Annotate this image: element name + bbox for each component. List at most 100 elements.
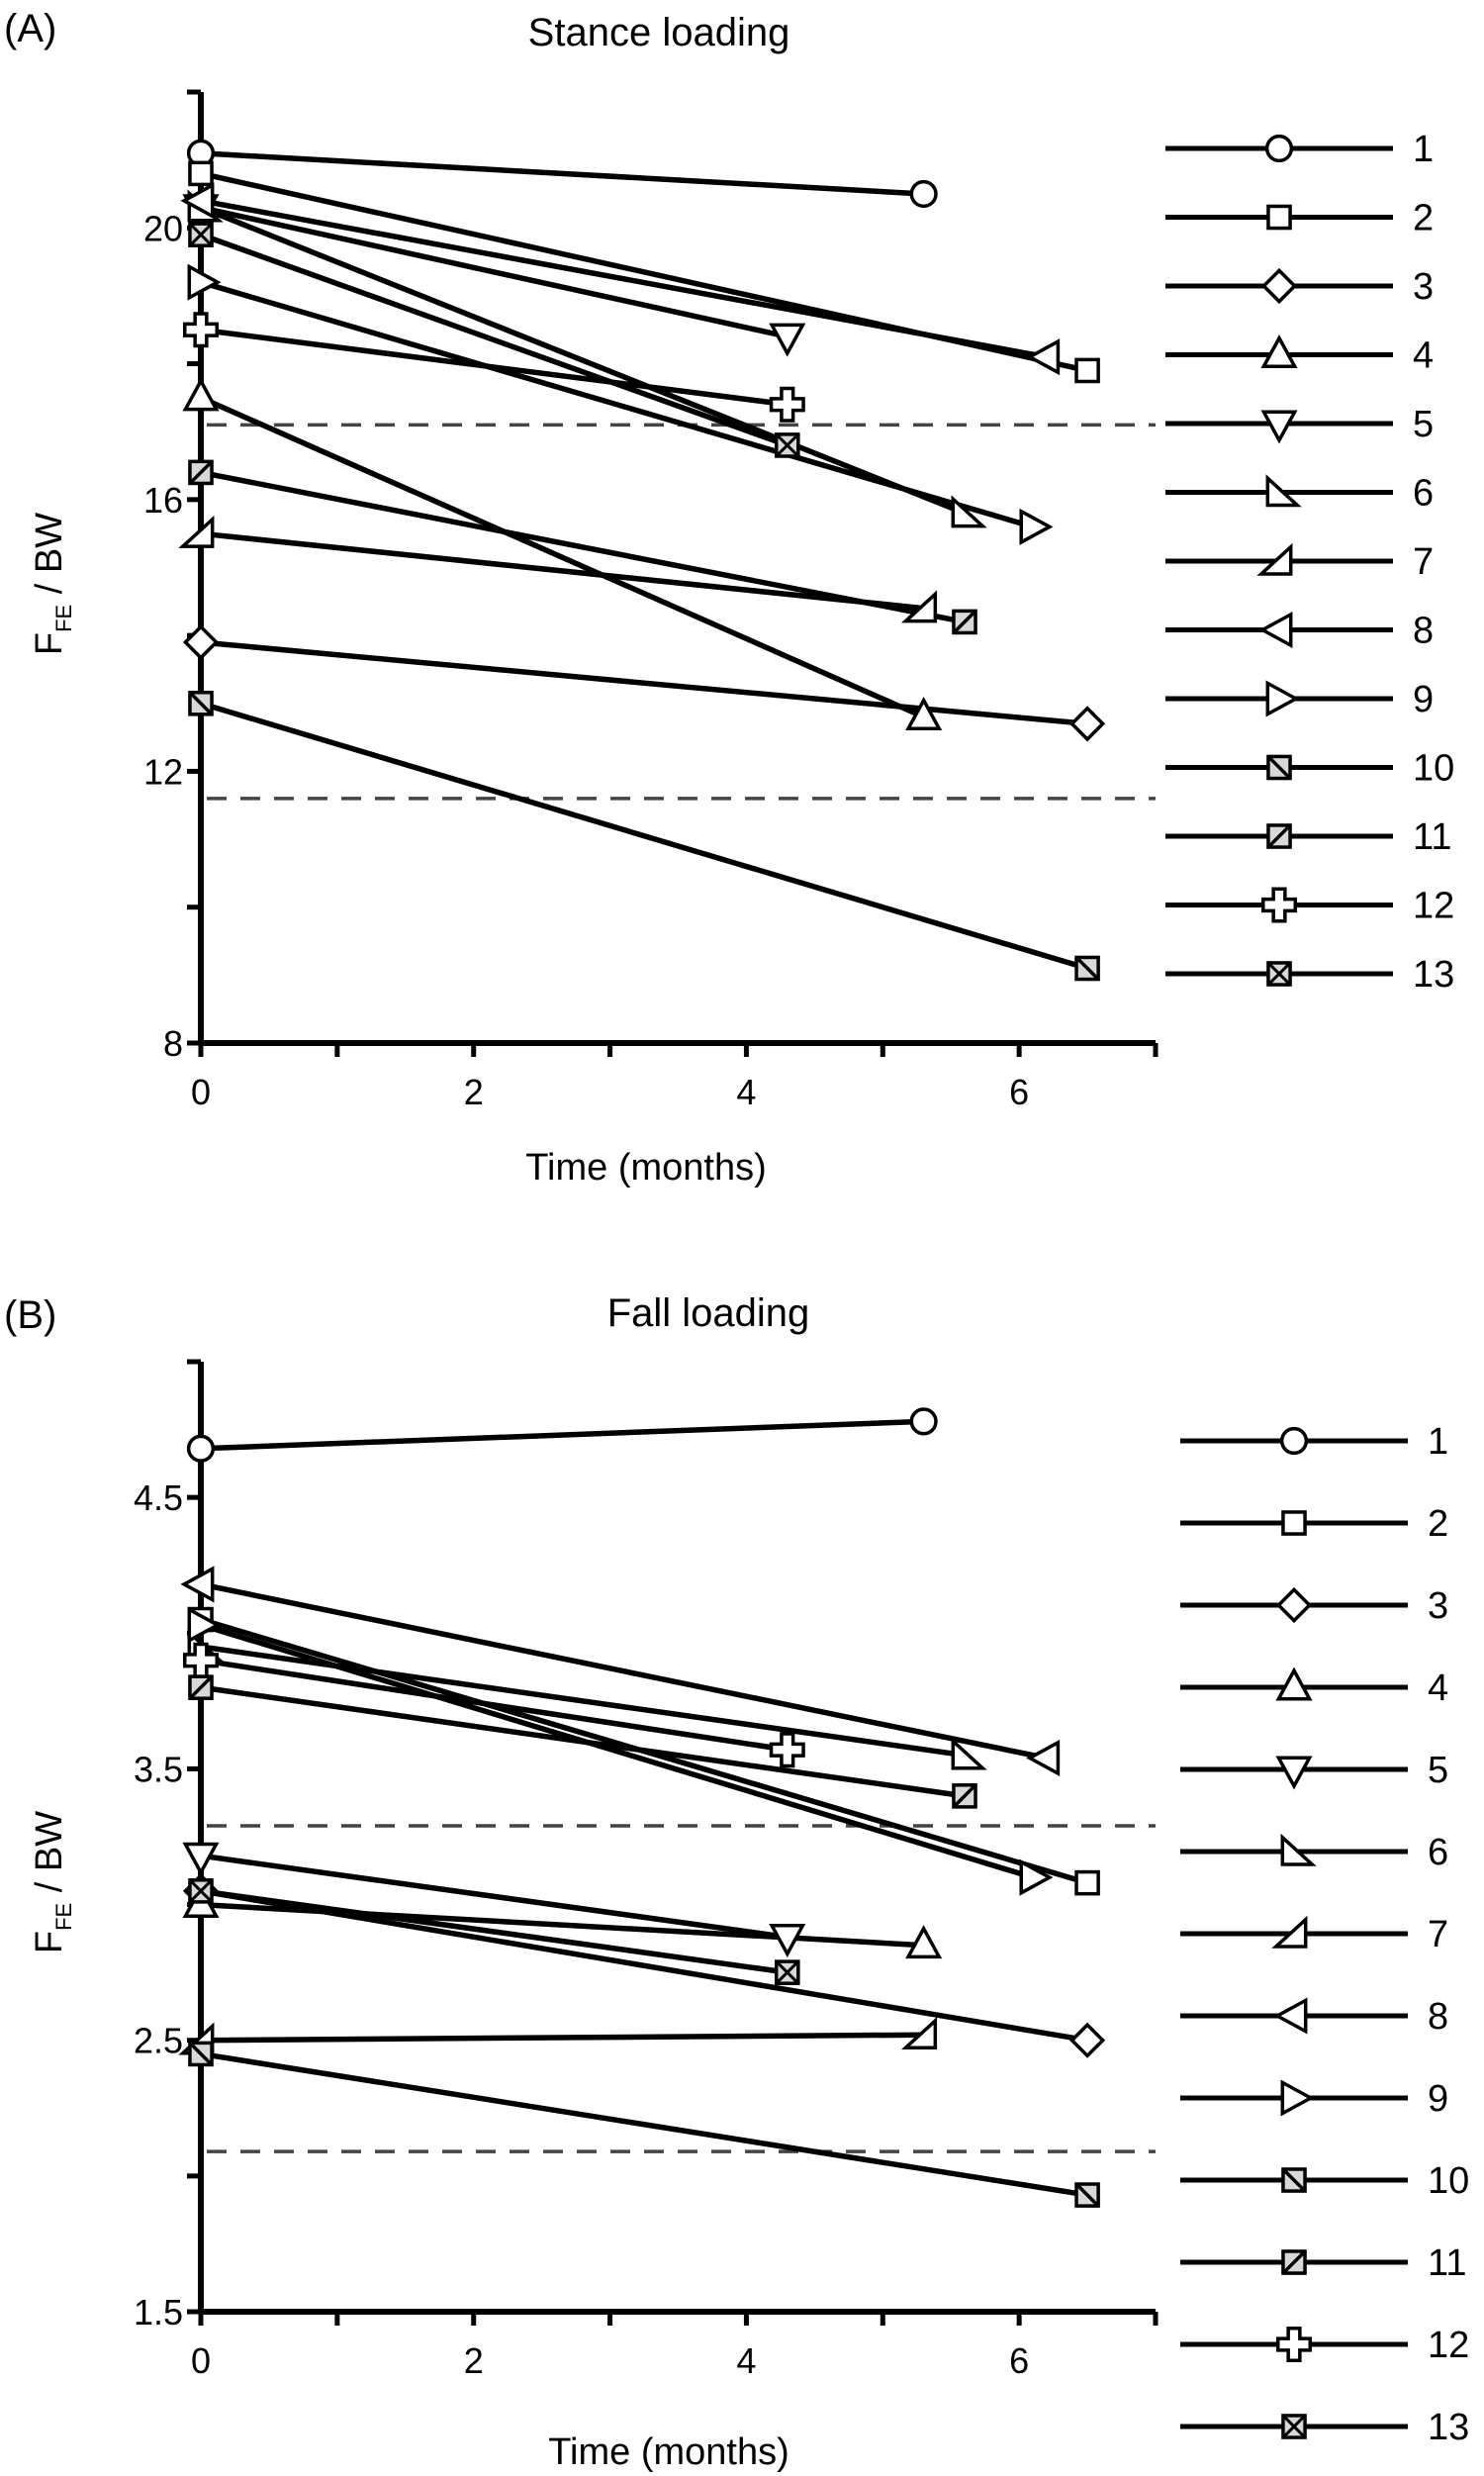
marker-right-triangle-b: [178, 515, 215, 548]
data-point-9: [187, 263, 222, 301]
marker-square: [1074, 357, 1100, 384]
marker-square-slash: [952, 609, 977, 635]
marker-right-triangle-a: [951, 495, 987, 528]
marker-triangle-right: [1265, 680, 1300, 717]
data-point-13: [774, 1959, 800, 1985]
y-axis-label-sub: FE: [51, 1903, 76, 1931]
legend-item-11: 11: [1165, 816, 1451, 858]
series-line-3: [200, 1888, 1088, 2044]
legend-label: 2: [1428, 1503, 1448, 1545]
marker-triangle-up: [905, 696, 943, 730]
marker-triangle-right: [187, 1606, 222, 1644]
series-line-5: [200, 1853, 788, 1941]
data-point-10: [1074, 955, 1100, 982]
legend-label: 12: [1428, 2325, 1469, 2366]
series-line-3: [200, 639, 1088, 727]
marker-triangle-right: [1019, 508, 1054, 545]
chart-title: Fall loading: [607, 1291, 810, 1335]
marker-plus: [769, 1732, 805, 1768]
legend-item-8: 8: [1180, 1996, 1448, 2038]
x-tick-label: 2: [464, 2340, 484, 2381]
legend-label: 11: [1413, 816, 1451, 858]
data-point-12: [183, 312, 219, 348]
marker-circle: [909, 1407, 938, 1436]
legend-label: 5: [1428, 1750, 1448, 1791]
panel-b: (B) Fall loading FFE / BW Time (months) …: [4, 1291, 1469, 2473]
legend-label: 8: [1428, 1996, 1448, 2038]
data-point-3: [1068, 706, 1106, 742]
legend-label: 12: [1413, 886, 1454, 927]
marker-square-slash-back: [1266, 754, 1292, 781]
legend-label: 5: [1413, 404, 1434, 445]
panel-label: (A): [4, 7, 56, 50]
marker-triangle-down: [182, 1842, 220, 1876]
y-tick-label: 20: [143, 208, 183, 248]
data-point-1: [186, 1434, 216, 1463]
marker-triangle-left: [180, 182, 215, 220]
legend-item-3: 3: [1165, 266, 1434, 308]
series-line-1: [200, 150, 924, 197]
chart-title: Stance loading: [528, 11, 790, 54]
x-tick-label: 0: [191, 2340, 211, 2381]
legend-label: 2: [1413, 198, 1434, 239]
marker-square: [188, 160, 214, 187]
data-point-3: [1068, 2022, 1106, 2058]
y-axis-label-rest: / BW: [29, 1811, 70, 1903]
data-point-5: [182, 1842, 220, 1876]
svg-text:FFE / BW: FFE / BW: [29, 513, 76, 655]
legend-label: 3: [1413, 266, 1434, 308]
data-point-13: [188, 222, 214, 247]
plot-area: 1.5 2.5 3.5 4.5 0 2 4 6: [134, 1359, 1159, 2381]
marker-square: [1281, 1510, 1307, 1536]
series-line-8: [200, 198, 1048, 360]
data-point-7: [900, 590, 938, 623]
data-point-8: [1026, 1739, 1061, 1777]
marker-triangle-right: [187, 263, 222, 301]
panel-label: (B): [4, 1293, 56, 1337]
legend-item-2: 2: [1165, 198, 1434, 239]
data-point-5: [769, 323, 806, 357]
marker-square-slash: [952, 1783, 977, 1809]
data-point-2: [188, 160, 214, 187]
marker-triangle-up: [1260, 333, 1298, 368]
data-point-7: [900, 2016, 938, 2049]
marker-triangle-right: [1280, 2079, 1315, 2117]
marker-plus: [769, 386, 805, 423]
svg-text:FFE / BW: FFE / BW: [29, 1811, 76, 1953]
x-axis-label: Time (months): [548, 2431, 789, 2473]
series-line-12: [200, 327, 788, 408]
legend-label: 11: [1428, 2242, 1466, 2284]
series-line-13: [200, 1888, 788, 1975]
y-tick-label: 3.5: [134, 1749, 183, 1789]
marker-square-slash-back: [188, 690, 214, 716]
y-axis-label-sub: FE: [51, 605, 76, 632]
marker-plus: [183, 1642, 219, 1678]
legend-item-9: 9: [1180, 2078, 1448, 2120]
legend-item-5: 5: [1180, 1750, 1448, 1791]
series-line-7: [200, 2032, 924, 2044]
data-point-9: [187, 1606, 222, 1644]
marker-square-slash-back: [1074, 955, 1100, 982]
legend-label: 9: [1413, 679, 1434, 720]
legend-item-13: 13: [1180, 2407, 1469, 2448]
series-line-12: [200, 1657, 788, 1753]
marker-right-triangle-b: [900, 2016, 938, 2049]
marker-right-triangle-a: [1280, 1833, 1317, 1866]
data-point-13: [188, 1878, 214, 1904]
marker-triangle-up: [905, 1925, 943, 1959]
marker-square-slash: [188, 1674, 214, 1700]
marker-square-cross: [188, 1878, 214, 1904]
marker-right-triangle-a: [1265, 474, 1302, 508]
y-tick-label: 4.5: [134, 1477, 183, 1518]
marker-diamond: [1068, 706, 1106, 742]
marker-triangle-down: [1275, 1756, 1313, 1790]
marker-plus: [1276, 2327, 1312, 2362]
marker-circle: [1264, 134, 1294, 163]
legend-item-11: 11: [1180, 2242, 1466, 2284]
marker-circle: [186, 1434, 216, 1463]
data-point-2: [1074, 357, 1100, 384]
data-point-7: [178, 515, 215, 548]
